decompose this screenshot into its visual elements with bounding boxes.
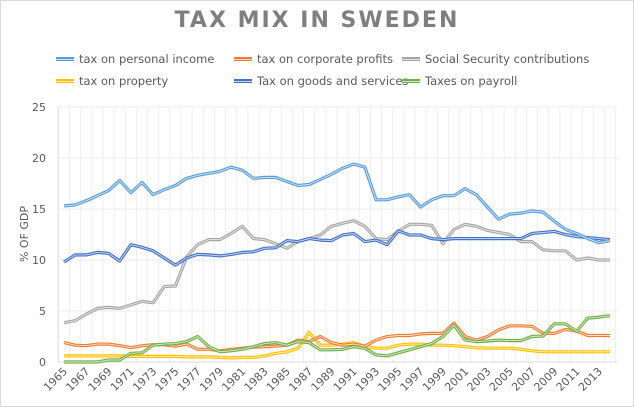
y-tick-label: 20 — [32, 152, 46, 165]
legend-item-payroll: Taxes on payroll — [402, 74, 517, 88]
y-axis-label: % OF GDP — [18, 206, 31, 262]
y-tick-label: 5 — [39, 305, 46, 318]
series-line-highlight — [63, 163, 611, 244]
series-line-highlight — [63, 230, 611, 266]
x-tick-label: 2011 — [554, 365, 583, 394]
x-tick-label: 1975 — [153, 365, 182, 394]
x-tick-label: 1977 — [175, 365, 204, 394]
legend-item-social-security: Social Security contributions — [402, 52, 589, 66]
series-lines — [63, 162, 611, 364]
legend-label: Social Security contributions — [425, 52, 590, 66]
series-tax-on-personal-income — [63, 162, 611, 245]
x-tick-label: 1995 — [375, 365, 404, 394]
series-tax-on-goods-and-services — [63, 229, 611, 267]
x-tick-label: 1985 — [264, 365, 293, 394]
legend-swatch-icon — [402, 79, 420, 83]
x-axis-ticks: 1965196719691971197319751977197919811983… — [41, 365, 605, 394]
series-line-highlight — [64, 315, 611, 363]
x-tick-label: 2003 — [465, 365, 494, 394]
x-tick-label: 1971 — [108, 365, 137, 394]
legend-swatch-icon — [56, 79, 74, 83]
legend-item-goods-services: Tax on goods and services — [234, 74, 408, 88]
legend-item-corporate-profits: tax on corporate profits — [234, 52, 393, 66]
x-tick-label: 1993 — [353, 365, 382, 394]
x-tick-label: 1987 — [286, 365, 315, 394]
legend-item-personal-income: tax on personal income — [56, 52, 214, 66]
y-axis-ticks: 0 5 10 15 20 25 — [32, 101, 46, 369]
x-tick-label: 1983 — [242, 365, 271, 394]
x-tick-label: 2007 — [509, 365, 538, 394]
y-tick-label: 10 — [32, 254, 46, 267]
x-tick-label: 1981 — [219, 365, 248, 394]
x-tick-label: 1973 — [130, 365, 159, 394]
x-tick-label: 1967 — [63, 365, 92, 394]
x-tick-label: 1969 — [86, 365, 115, 394]
x-tick-label: 1999 — [420, 365, 449, 394]
x-tick-label: 2001 — [442, 365, 471, 394]
series-line-highlight — [63, 220, 610, 324]
y-tick-label: 15 — [32, 203, 46, 216]
x-tick-label: 1997 — [398, 365, 427, 394]
legend-swatch-icon — [56, 57, 74, 61]
x-tick-label: 2005 — [487, 365, 516, 394]
x-tick-label: 2013 — [576, 365, 605, 394]
legend-label: Taxes on payroll — [425, 74, 518, 88]
legend-swatch-icon — [234, 79, 252, 83]
legend-label: Tax on goods and services — [257, 74, 409, 88]
y-tick-label: 0 — [39, 356, 46, 369]
legend-swatch-icon — [402, 57, 420, 61]
legend-label: tax on corporate profits — [257, 52, 393, 66]
legend-label: tax on personal income — [79, 52, 215, 66]
legend-label: tax on property — [79, 74, 169, 88]
y-tick-label: 25 — [32, 101, 46, 114]
x-tick-label: 1989 — [309, 365, 338, 394]
x-tick-label: 1979 — [197, 365, 226, 394]
chart-title: TAX MIX IN SWEDEN — [174, 8, 460, 33]
x-tick-label: 1991 — [331, 365, 360, 394]
x-tick-label: 1965 — [41, 365, 70, 394]
legend-swatch-icon — [234, 57, 252, 61]
legend-item-property: tax on property — [56, 74, 168, 88]
x-tick-label: 2009 — [531, 365, 560, 394]
series-taxes-on-payroll — [64, 314, 611, 364]
series-social-security-contributions — [63, 219, 610, 325]
